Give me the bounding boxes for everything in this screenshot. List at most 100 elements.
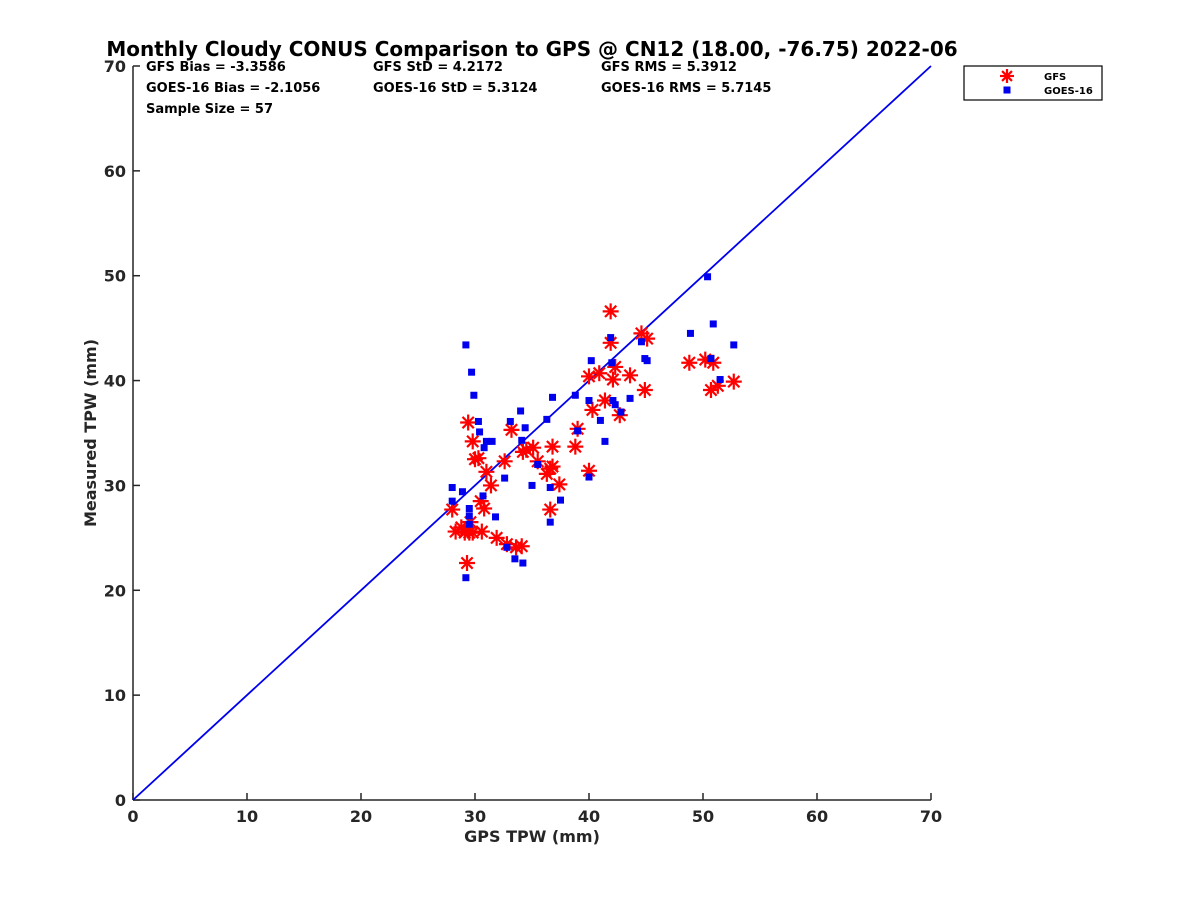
goes16-point [517, 407, 525, 415]
goes16-point [492, 513, 500, 521]
legend-label: GFS [1044, 72, 1066, 83]
goes16-point [596, 416, 604, 424]
goes16-point [609, 396, 617, 404]
goes16-point [707, 355, 715, 363]
goes16-point [462, 574, 470, 582]
goes16-point [462, 341, 470, 349]
goes16-point [518, 436, 526, 444]
x-axis-label: GPS TPW (mm) [464, 827, 600, 846]
gfs-point [591, 365, 608, 382]
stat-text: GFS Bias = -3.3586 [146, 60, 286, 75]
goes16-point [511, 555, 519, 563]
legend-items: GFS GOES-16 [1000, 69, 1093, 97]
goes16-point [482, 437, 490, 445]
goes16-point [503, 543, 511, 551]
stats-block: GFS Bias = -3.3586 GFS StD = 4.2172 GFS RM… [146, 60, 771, 117]
y-tick-label: 50 [104, 267, 126, 286]
goes16-point [448, 497, 456, 505]
goes16-point [617, 408, 625, 416]
gfs-point [567, 438, 584, 455]
goes16-point [476, 428, 484, 436]
x-tick-label: 30 [464, 807, 486, 826]
gfs-point [525, 439, 542, 456]
goes16-point [448, 484, 456, 492]
goes16-point [585, 396, 593, 404]
goes16-point [543, 415, 551, 423]
goes16-point [643, 357, 651, 365]
stat-text: GOES-16 RMS = 5.7145 [601, 81, 771, 96]
x-tick-label: 20 [350, 807, 372, 826]
goes16-point [637, 338, 645, 346]
goes16-point [611, 401, 619, 409]
goes16-point [571, 391, 579, 399]
goes16-point [519, 559, 527, 567]
x-tick-label: 70 [920, 807, 942, 826]
gfs-point [681, 354, 698, 371]
goes16-point [607, 334, 615, 342]
goes16-point [574, 427, 582, 435]
goes16-point [557, 496, 564, 504]
gfs-point [460, 414, 477, 431]
goes16-point [465, 520, 473, 528]
goes16-point [506, 417, 514, 425]
goes16-point [704, 273, 712, 281]
legend-box [963, 65, 1103, 101]
gfs-point [596, 392, 613, 409]
gfs-point [470, 450, 487, 467]
stat-text: GFS StD = 4.2172 [373, 60, 503, 75]
goes16-point [465, 512, 473, 520]
goes16-point [608, 359, 616, 367]
gfs-point [551, 476, 568, 493]
goes16-point [534, 460, 542, 468]
x-tick-label: 50 [692, 807, 714, 826]
x-tick-label: 60 [806, 807, 828, 826]
series-layer [444, 273, 742, 582]
goes16-point [549, 393, 557, 401]
goes16-point [470, 391, 478, 399]
goes16-point [716, 376, 724, 384]
gfs-point [478, 463, 495, 480]
stat-text: GFS RMS = 5.3912 [601, 60, 737, 75]
gfs-point [496, 453, 513, 470]
gfs-point [544, 458, 561, 475]
y-tick-label: 60 [104, 162, 126, 181]
goes16-point [709, 320, 717, 328]
gfs-point [482, 477, 499, 494]
gfs-point [459, 555, 476, 572]
gfs-point [544, 438, 561, 455]
y-tick-label: 10 [104, 686, 126, 705]
goes16-point [546, 484, 554, 492]
gfs-point [604, 371, 621, 388]
x-tick-label: 10 [236, 807, 258, 826]
axis-ticks: 0 10 20 30 40 50 60 70 0 10 20 30 40 50 60 70 [104, 57, 942, 826]
gfs-point [503, 421, 520, 438]
series-gfs [444, 303, 742, 572]
goes16-point [686, 329, 694, 337]
legend-label: GOES-16 [1044, 86, 1093, 97]
goes16-point [480, 444, 488, 452]
goes16-point [465, 504, 473, 512]
legend-gfs-marker [1000, 69, 1014, 83]
goes16-point [468, 368, 476, 376]
gfs-point [581, 462, 597, 479]
one-to-one-line [132, 65, 932, 801]
legend: GFS GOES-16 [963, 65, 1103, 101]
goes16-point [521, 424, 529, 432]
y-axis-label: Measured TPW (mm) [81, 339, 100, 527]
stat-text: Sample Size = 57 [146, 102, 273, 117]
goes16-point [585, 473, 593, 481]
gfs-point [602, 303, 619, 320]
gfs-point [542, 501, 559, 518]
y-tick-label: 20 [104, 581, 126, 600]
x-tick-label: 0 [127, 807, 138, 826]
gfs-point [725, 373, 742, 390]
y-tick-label: 0 [115, 791, 126, 810]
gfs-point [476, 500, 493, 517]
goes16-point [501, 474, 509, 482]
goes16-point [546, 518, 554, 526]
goes16-point [601, 437, 609, 445]
gfs-point [464, 433, 481, 450]
gfs-point [584, 401, 601, 418]
chart-title: Monthly Cloudy CONUS Comparison to GPS @… [106, 37, 957, 61]
